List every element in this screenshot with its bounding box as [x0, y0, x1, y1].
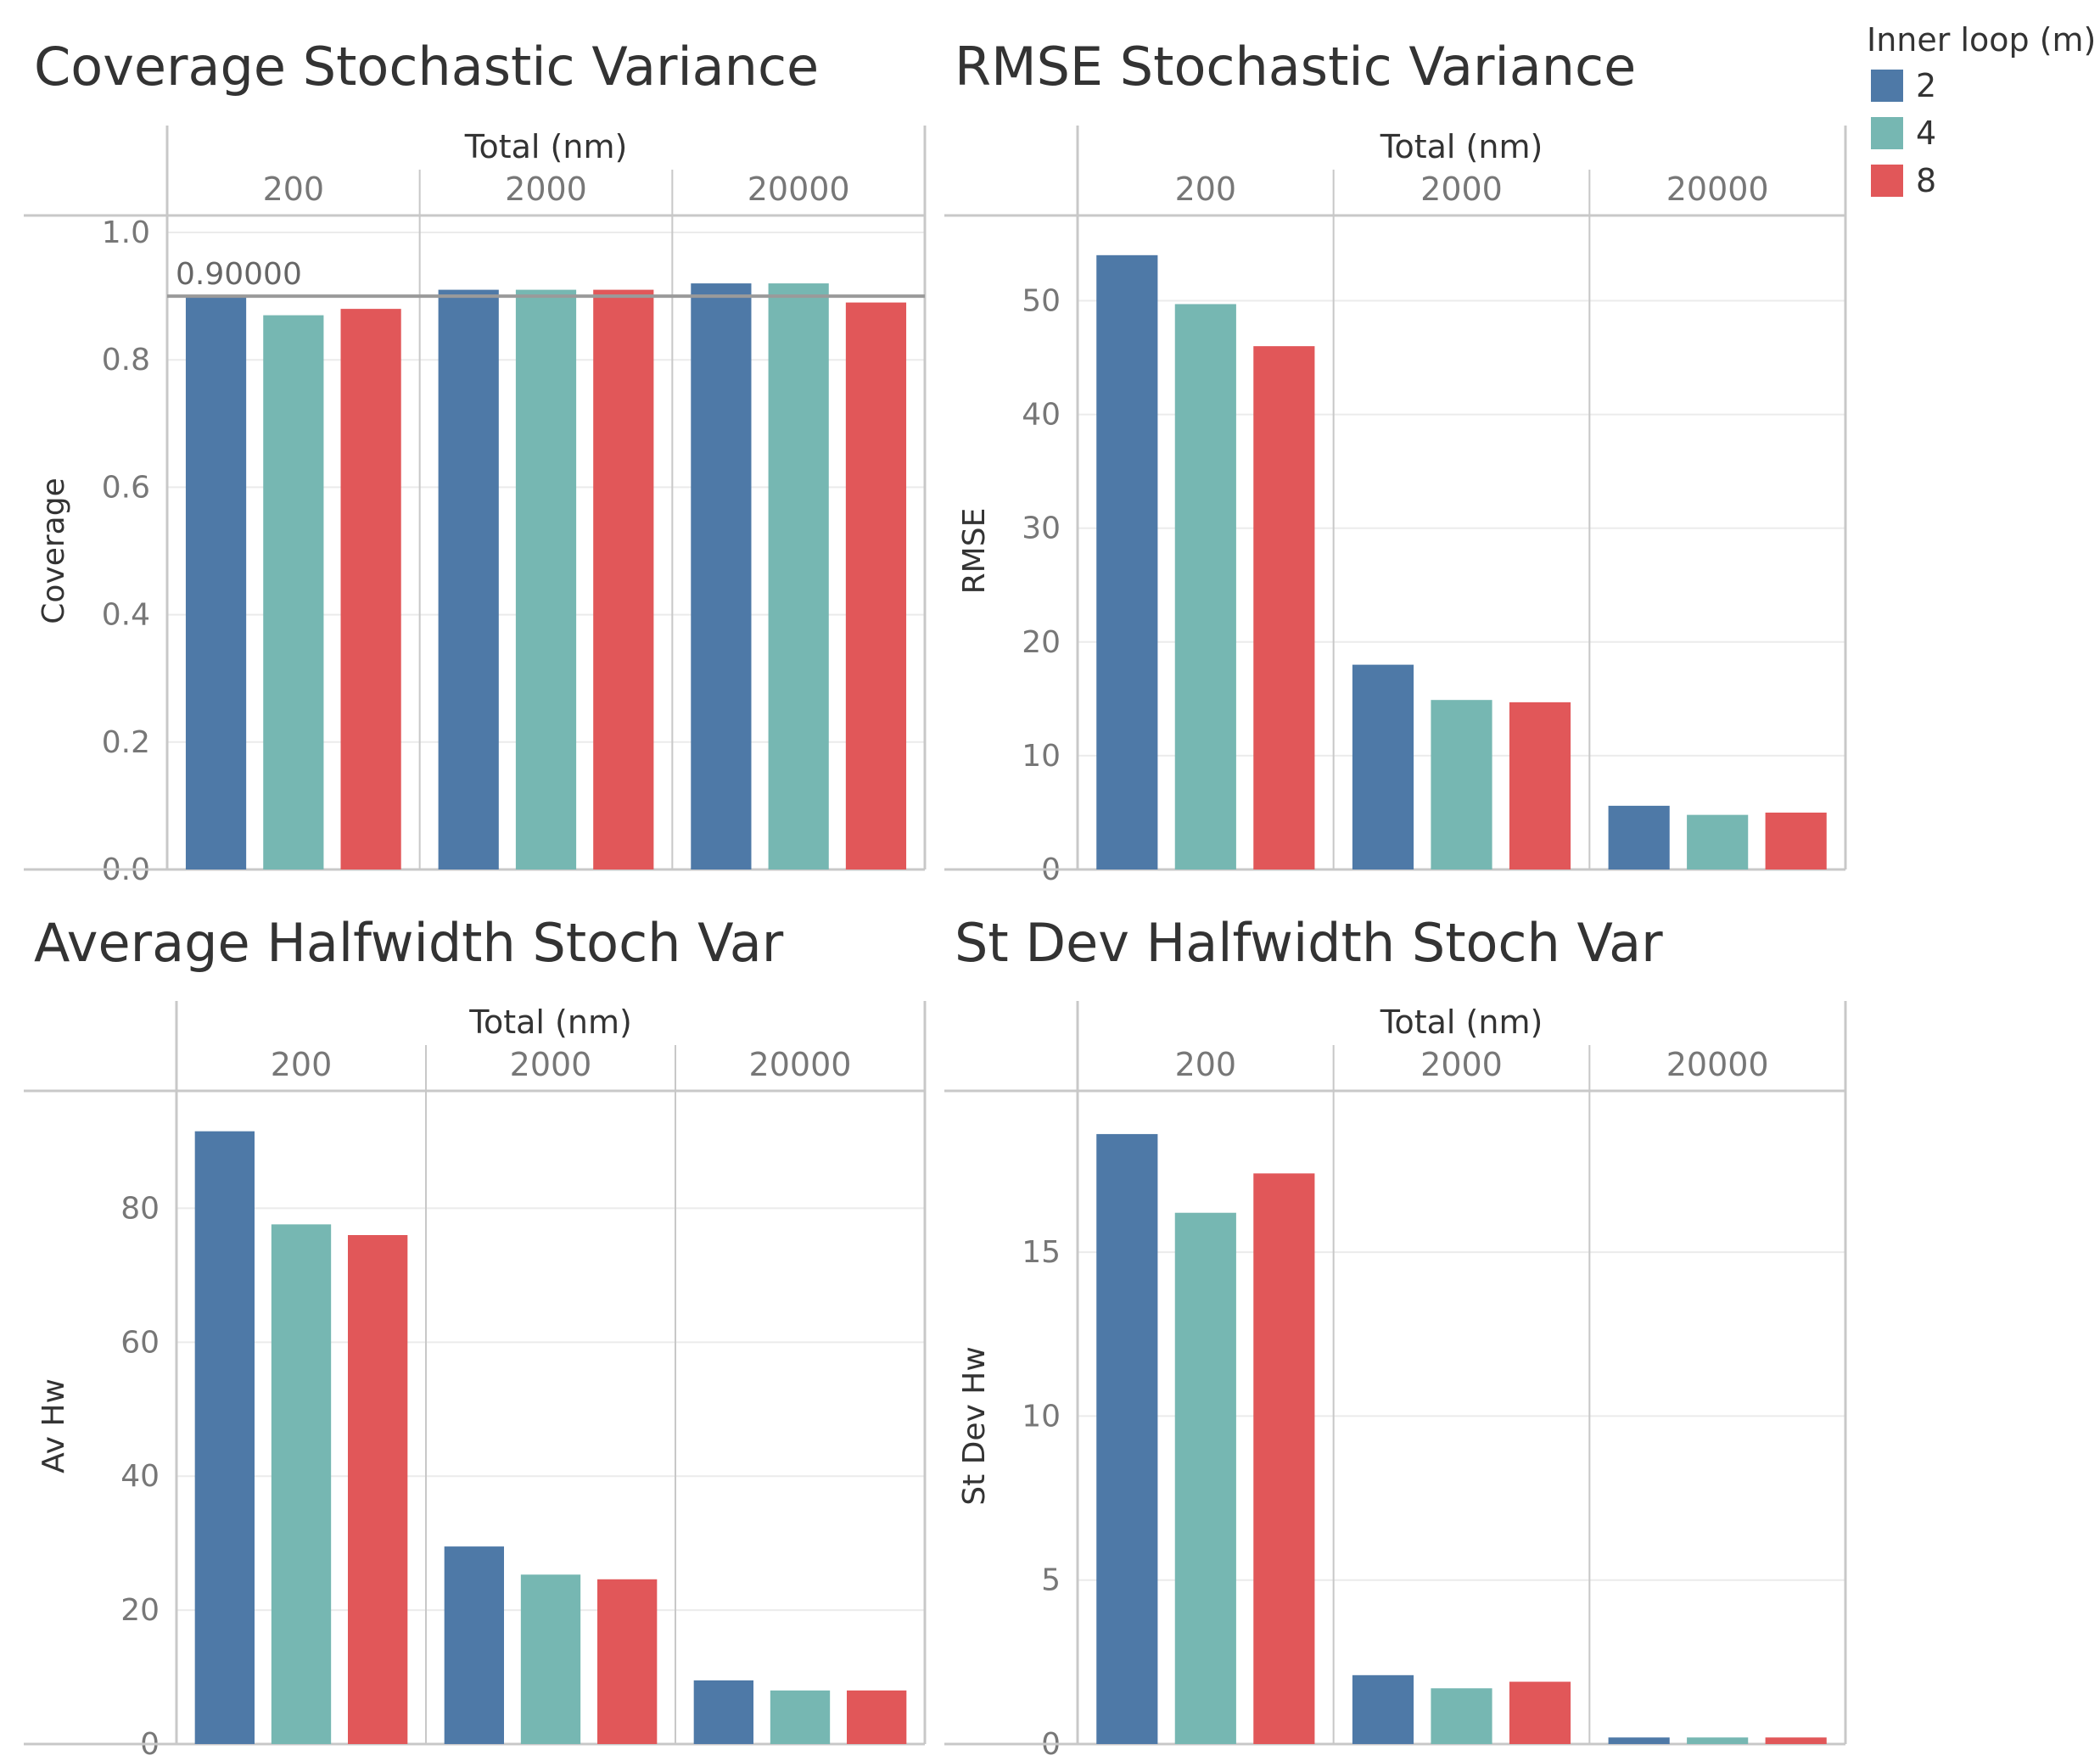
y-tick-label: 10 — [1022, 739, 1061, 774]
y-axis-label: Av Hw — [36, 1378, 71, 1473]
bar-2000-m2 — [1352, 1674, 1414, 1744]
chart-panel-2: RMSE Stochastic Variance01020304050Total… — [944, 36, 1847, 887]
bar-2000-m2 — [1352, 664, 1414, 869]
legend-label: 2 — [1916, 67, 1936, 104]
group-label: 200 — [263, 171, 325, 208]
bar-20000-m8 — [845, 302, 907, 869]
group-label: 200 — [1175, 1046, 1237, 1083]
bar-20000-m4 — [1687, 814, 1749, 869]
bar-200-m2 — [194, 1131, 255, 1744]
chart-panel-3: Average Halfwidth Stoch Var020406080Tota… — [24, 912, 927, 1761]
bar-20000-m2 — [693, 1680, 754, 1744]
bar-200-m4 — [1174, 304, 1236, 869]
bar-200-m8 — [347, 1235, 408, 1744]
bar-2000-m8 — [593, 289, 654, 870]
y-tick-label: 20 — [120, 1593, 160, 1628]
bar-200-m4 — [271, 1224, 332, 1744]
legend-label: 8 — [1916, 162, 1936, 199]
bar-2000-m4 — [520, 1574, 581, 1744]
y-tick-label: 20 — [1022, 625, 1061, 660]
legend-label: 4 — [1916, 115, 1936, 152]
y-tick-label: 0.8 — [102, 343, 150, 377]
bar-200-m2 — [1096, 254, 1158, 870]
group-label: 2000 — [1420, 171, 1503, 208]
legend-swatch — [1871, 117, 1903, 149]
group-label: 2000 — [1420, 1046, 1503, 1083]
group-label: 2000 — [505, 171, 587, 208]
y-axis-label: RMSE — [957, 508, 992, 595]
bar-2000-m2 — [438, 289, 499, 870]
chart-title: Average Halfwidth Stoch Var — [34, 912, 784, 974]
group-label: 20000 — [1666, 1046, 1769, 1083]
group-label: 20000 — [749, 1046, 852, 1083]
y-tick-label: 5 — [1041, 1563, 1061, 1598]
chart-title: RMSE Stochastic Variance — [955, 36, 1636, 98]
y-tick-label: 15 — [1022, 1235, 1061, 1270]
y-tick-label: 40 — [1022, 398, 1061, 433]
bar-20000-m8 — [1765, 812, 1827, 869]
y-tick-label: 60 — [120, 1325, 160, 1360]
bar-2000-m4 — [1431, 1688, 1492, 1744]
bar-20000-m4 — [770, 1690, 831, 1744]
bar-2000-m2 — [444, 1546, 505, 1744]
bar-20000-m8 — [846, 1690, 907, 1744]
chart-title: Coverage Stochastic Variance — [34, 36, 819, 98]
legend-title: Inner loop (m) — [1867, 21, 2096, 59]
y-tick-label: 80 — [120, 1191, 160, 1226]
y-tick-label: 50 — [1022, 283, 1061, 318]
bar-2000-m4 — [1431, 700, 1492, 869]
bar-20000-m2 — [1608, 1737, 1670, 1744]
y-axis-label: St Dev Hw — [957, 1346, 992, 1506]
bar-20000-m4 — [1687, 1737, 1749, 1744]
y-tick-label: 0.2 — [102, 725, 150, 760]
y-tick-label: 0.6 — [102, 470, 150, 505]
y-tick-label: 1.0 — [102, 215, 150, 250]
bar-2000-m8 — [1509, 702, 1571, 869]
legend-swatch — [1871, 165, 1903, 197]
group-label: 20000 — [1666, 171, 1769, 208]
bar-2000-m8 — [596, 1579, 658, 1744]
bar-200-m8 — [1253, 1173, 1315, 1744]
bar-20000-m2 — [691, 283, 752, 870]
bar-200-m4 — [263, 315, 324, 869]
column-header-title: Total (nm) — [464, 128, 628, 165]
column-header-title: Total (nm) — [1380, 128, 1543, 165]
bar-200-m4 — [1174, 1212, 1236, 1744]
bar-200-m8 — [340, 309, 401, 869]
bar-200-m2 — [185, 296, 247, 870]
column-header-title: Total (nm) — [1380, 1003, 1543, 1041]
bar-2000-m4 — [515, 289, 577, 870]
column-header-title: Total (nm) — [468, 1003, 632, 1041]
chart-panel-1: Coverage Stochastic Variance0.00.20.40.6… — [24, 36, 927, 887]
y-tick-label: 0.4 — [102, 598, 150, 633]
y-tick-label: 30 — [1022, 512, 1061, 546]
y-axis-label: Coverage — [36, 478, 71, 623]
bar-20000-m4 — [768, 283, 829, 870]
color-legend: Inner loop (m) 2 4 8 — [1867, 21, 2096, 199]
y-tick-label: 40 — [120, 1459, 160, 1494]
bar-20000-m2 — [1608, 805, 1670, 869]
group-label: 200 — [271, 1046, 333, 1083]
chart-panels: Coverage Stochastic Variance0.00.20.40.6… — [24, 36, 1847, 1761]
bar-200-m8 — [1253, 346, 1315, 869]
chart-title: St Dev Halfwidth Stoch Var — [955, 912, 1663, 974]
bar-200-m2 — [1096, 1133, 1158, 1744]
bar-20000-m8 — [1765, 1737, 1827, 1744]
reference-line-label: 0.90000 — [176, 257, 302, 292]
group-label: 200 — [1175, 171, 1237, 208]
group-label: 20000 — [748, 171, 850, 208]
bar-2000-m8 — [1509, 1681, 1571, 1744]
legend-swatch — [1871, 70, 1903, 102]
y-tick-label: 10 — [1022, 1399, 1061, 1434]
group-label: 2000 — [510, 1046, 592, 1083]
